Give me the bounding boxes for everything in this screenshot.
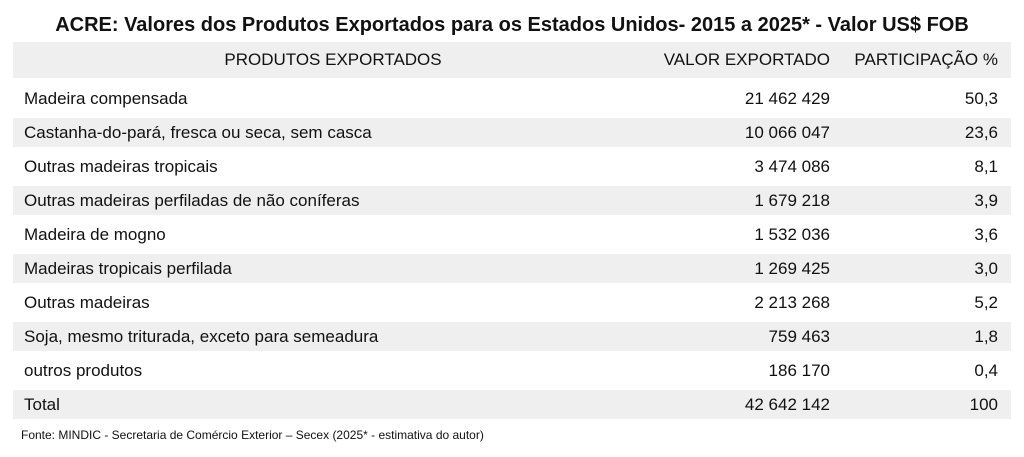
cell-participacao: 0,4 [974,361,998,380]
total-valor: 42 642 142 [744,395,830,414]
cell-valor: 759 463 [768,327,830,346]
table-title: ACRE: Valores dos Produtos Exportados pa… [55,14,969,36]
cell-produto: Soja, mesmo triturada, exceto para semea… [24,327,379,346]
cell-valor: 1 679 218 [754,191,830,210]
cell-produto: outros produtos [24,361,143,380]
header-produtos: PRODUTOS EXPORTADOS [224,50,442,69]
cell-participacao: 5,2 [974,293,998,312]
cell-produto: Outras madeiras tropicais [24,157,218,176]
table-total-row: Total 42 642 142 100 [13,390,1011,419]
table-row: Madeira de mogno 1 532 036 3,6 [13,220,1011,249]
table-row: Madeiras tropicais perfilada 1 269 425 3… [13,254,1011,283]
cell-produto: Madeira de mogno [24,225,166,244]
cell-valor: 3 474 086 [754,157,830,176]
header-participacao: PARTICIPAÇÃO % [854,50,998,69]
cell-participacao: 3,6 [974,225,998,244]
cell-participacao: 3,0 [974,259,998,278]
table-row: Outras madeiras perfiladas de não conífe… [13,186,1011,215]
cell-participacao: 3,9 [974,191,998,210]
table-row: Madeira compensada 21 462 429 50,3 [13,84,1011,113]
table-row: outros produtos 186 170 0,4 [13,356,1011,385]
table-header-row: PRODUTOS EXPORTADOS VALOR EXPORTADO PART… [13,42,1011,78]
cell-valor: 10 066 047 [744,123,830,142]
cell-participacao: 23,6 [964,123,998,142]
table-row: Soja, mesmo triturada, exceto para semea… [13,322,1011,351]
total-participacao: 100 [969,395,998,414]
exports-table: PRODUTOS EXPORTADOS VALOR EXPORTADO PART… [13,42,1011,424]
table-row: Outras madeiras 2 213 268 5,2 [13,288,1011,317]
table-row: Outras madeiras tropicais 3 474 086 8,1 [13,152,1011,181]
cell-valor: 186 170 [768,361,830,380]
cell-valor: 1 269 425 [754,259,830,278]
cell-participacao: 1,8 [974,327,998,346]
cell-produto: Madeiras tropicais perfilada [24,259,232,278]
cell-produto: Outras madeiras perfiladas de não conífe… [24,191,360,210]
cell-participacao: 8,1 [974,157,998,176]
cell-valor: 1 532 036 [754,225,830,244]
cell-produto: Castanha-do-pará, fresca ou seca, sem ca… [24,123,372,142]
header-valor: VALOR EXPORTADO [663,50,830,69]
source-note: Fonte: MINDIC - Secretaria de Comércio E… [21,428,484,442]
cell-participacao: 50,3 [964,89,998,108]
cell-produto: Madeira compensada [24,89,188,108]
cell-valor: 2 213 268 [754,293,830,312]
table-row: Castanha-do-pará, fresca ou seca, sem ca… [13,118,1011,147]
total-label: Total [24,395,60,414]
cell-produto: Outras madeiras [24,293,150,312]
cell-valor: 21 462 429 [744,89,830,108]
